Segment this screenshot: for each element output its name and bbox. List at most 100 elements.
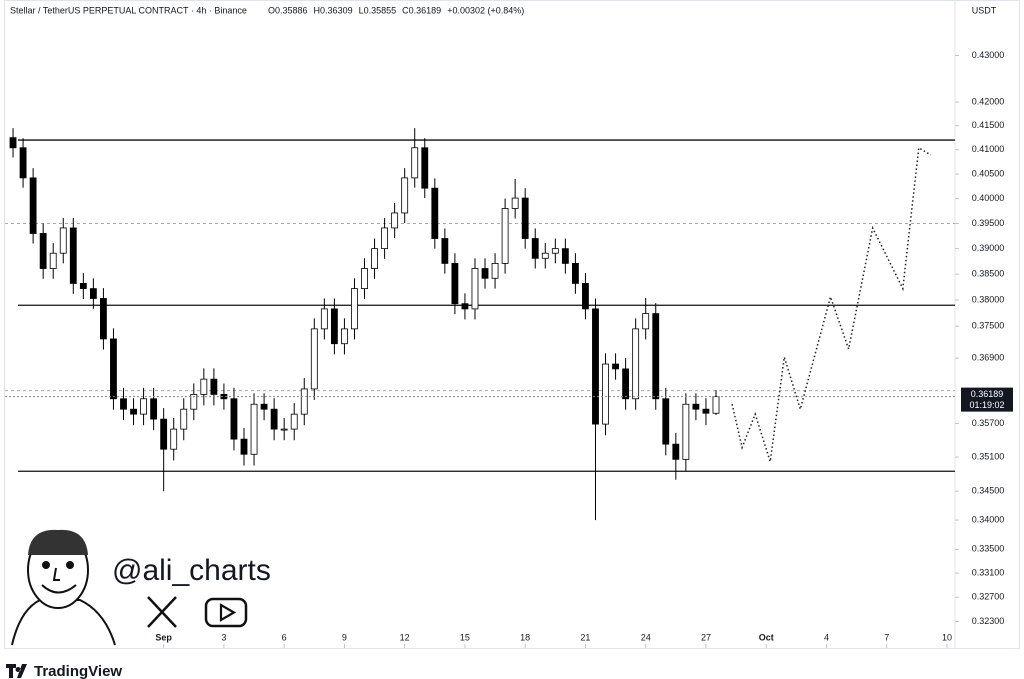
candle-body <box>682 403 690 460</box>
y-tick-label: 0.36900 <box>972 353 1005 363</box>
x-tick-label: 7 <box>884 632 889 642</box>
price-label: 0.36189 <box>971 389 1004 399</box>
x-tick-label: 24 <box>641 632 651 642</box>
y-tick-label: 0.42000 <box>972 96 1005 106</box>
tradingview-logo <box>6 664 27 678</box>
candle-body <box>642 313 650 330</box>
candle-body <box>481 268 489 279</box>
y-tick-label: 0.39500 <box>972 218 1005 228</box>
candle-body <box>551 248 559 254</box>
ohlc-value: C0.36189 <box>402 5 441 15</box>
y-tick-label: 0.40000 <box>972 193 1005 203</box>
candle-body <box>69 227 77 284</box>
candle-body <box>531 238 539 259</box>
symbol-title: Stellar / TetherUS PERPETUAL CONTRACT · … <box>10 5 247 15</box>
candle-body <box>310 328 318 390</box>
x-tick-label: 9 <box>342 632 347 642</box>
x-tick-label: 12 <box>400 632 410 642</box>
author-handle: @ali_charts <box>112 554 271 587</box>
y-tick-label: 0.39000 <box>972 243 1005 253</box>
ohlc-value: O0.35886 <box>268 5 308 15</box>
currency: USDT <box>972 5 997 15</box>
candle-body <box>290 413 298 430</box>
grid <box>163 54 959 648</box>
candle-body <box>411 147 419 179</box>
candle-body <box>441 238 449 264</box>
x-tick-label: 4 <box>824 632 829 642</box>
x-tick-label: Sep <box>155 632 172 642</box>
candle-body <box>612 363 619 370</box>
candle-body <box>622 368 630 400</box>
candle-body <box>79 283 87 290</box>
candle-body <box>662 398 670 445</box>
candle-body <box>240 438 248 455</box>
candle-body <box>632 328 640 400</box>
countdown: 01:19:02 <box>969 400 1004 410</box>
x-icon <box>147 596 177 628</box>
candle-body <box>180 408 188 430</box>
y-tick-label: 0.37500 <box>972 321 1005 331</box>
avatar <box>11 529 116 646</box>
candle-body <box>200 378 208 395</box>
candle-body <box>571 263 579 284</box>
x-tick-label: 3 <box>221 632 226 642</box>
candle-body <box>120 398 127 410</box>
ohlc-value: +0.00302 (+0.84%) <box>447 5 524 15</box>
y-tick-label: 0.38500 <box>972 269 1005 279</box>
plot-area <box>5 128 955 521</box>
x-tick-label: 21 <box>580 632 590 642</box>
candle-body <box>39 233 47 269</box>
candle-body <box>391 212 399 229</box>
ohlc-value: H0.36309 <box>314 5 353 15</box>
projection-path <box>731 146 932 462</box>
y-tick-label: 0.35100 <box>972 451 1005 461</box>
youtube-icon <box>204 597 248 628</box>
y-tick-label: 0.41000 <box>972 144 1005 154</box>
candle-body <box>451 263 459 305</box>
candle-body <box>210 378 218 395</box>
candle-body <box>381 227 389 250</box>
candle-body <box>592 308 599 425</box>
x-tick-label: 27 <box>701 632 711 642</box>
candle-body <box>49 252 57 269</box>
candle-body <box>320 308 328 330</box>
candle-body <box>130 408 137 415</box>
y-tick-label: 0.34500 <box>972 486 1005 496</box>
candle-body <box>29 177 37 234</box>
candle-body <box>19 147 27 179</box>
candle-body <box>230 398 238 440</box>
candle-body <box>300 388 308 415</box>
y-tick-label: 0.41500 <box>972 120 1005 130</box>
candle-body <box>100 298 107 340</box>
candle-body <box>421 147 429 189</box>
candle-body <box>59 227 67 254</box>
candle-body <box>461 303 469 310</box>
x-tick-label: 15 <box>460 632 470 642</box>
candle-body <box>521 197 529 239</box>
y-tick-label: 0.32700 <box>972 592 1005 602</box>
candle-body <box>672 443 680 460</box>
y-tick-label: 0.34000 <box>972 514 1005 524</box>
candle-body <box>371 248 378 269</box>
y-tick-label: 0.33500 <box>972 544 1005 554</box>
candle-body <box>341 328 348 345</box>
candle-body <box>160 418 168 450</box>
candle-body <box>501 208 509 264</box>
candle-body <box>351 288 358 330</box>
candle-body <box>270 408 278 430</box>
candle-body <box>260 403 268 410</box>
candle-body <box>692 403 700 410</box>
candle-body <box>561 248 569 264</box>
candle-body <box>280 428 288 431</box>
x-tick-label: 10 <box>942 632 952 642</box>
candle-body <box>330 308 338 345</box>
candle-body <box>110 338 117 400</box>
x-tick-label: 18 <box>520 632 530 642</box>
candle-body <box>361 268 368 290</box>
candle-body <box>89 288 97 299</box>
candle-body <box>401 177 409 214</box>
candle-body <box>150 398 158 420</box>
candle-body <box>170 428 178 450</box>
